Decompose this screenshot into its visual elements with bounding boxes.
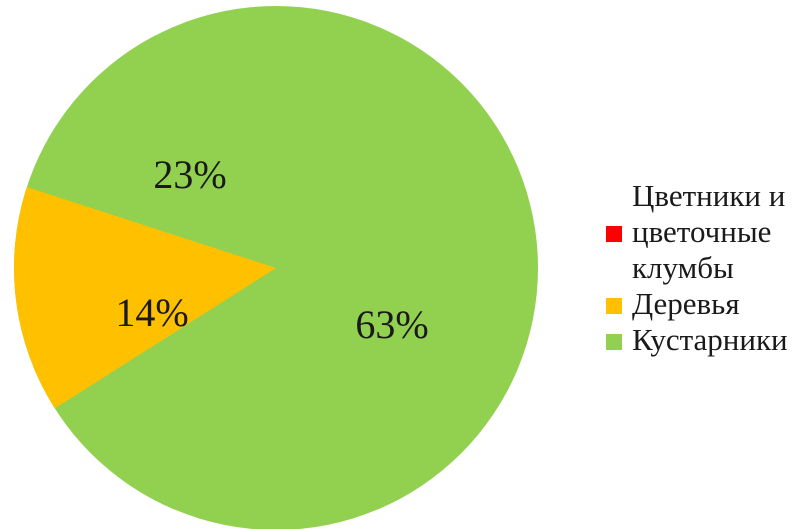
legend-label-shrubs: Кустарники xyxy=(632,322,788,357)
legend-item-shrubs: Кустарники xyxy=(606,322,802,358)
data-label-14: 14% xyxy=(115,290,188,335)
data-label-23: 23% xyxy=(153,152,226,197)
pie-slice-trees xyxy=(13,187,277,409)
data-label-63: 63% xyxy=(355,302,428,347)
legend-swatch-shrubs xyxy=(606,334,622,350)
legend-swatch-trees xyxy=(606,298,622,314)
pie-slice-shrubs xyxy=(14,6,538,529)
legend-swatch-flowerbeds xyxy=(606,226,622,242)
legend-item-flowerbeds: Цветники и цветочные клумбы xyxy=(606,178,802,286)
legend-label-flowerbeds: Цветники и цветочные клумбы xyxy=(632,178,786,285)
legend-label-trees: Деревья xyxy=(632,286,740,321)
legend: Цветники и цветочные клумбы Деревья Куст… xyxy=(606,178,802,358)
legend-item-trees: Деревья xyxy=(606,286,802,322)
